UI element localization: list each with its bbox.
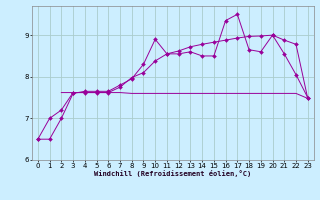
X-axis label: Windchill (Refroidissement éolien,°C): Windchill (Refroidissement éolien,°C): [94, 170, 252, 177]
